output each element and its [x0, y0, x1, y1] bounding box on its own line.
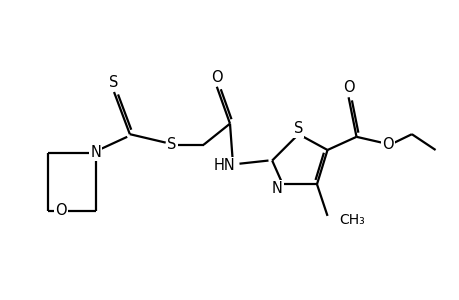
- Text: S: S: [167, 137, 176, 152]
- Text: HN: HN: [213, 158, 235, 173]
- Text: N: N: [90, 145, 101, 160]
- Text: N: N: [271, 181, 282, 196]
- Text: O: O: [342, 80, 353, 95]
- Text: O: O: [381, 137, 393, 152]
- Text: O: O: [211, 70, 222, 85]
- Text: S: S: [293, 122, 302, 136]
- Text: CH₃: CH₃: [338, 213, 364, 227]
- Text: O: O: [56, 203, 67, 218]
- Text: S: S: [109, 75, 118, 90]
